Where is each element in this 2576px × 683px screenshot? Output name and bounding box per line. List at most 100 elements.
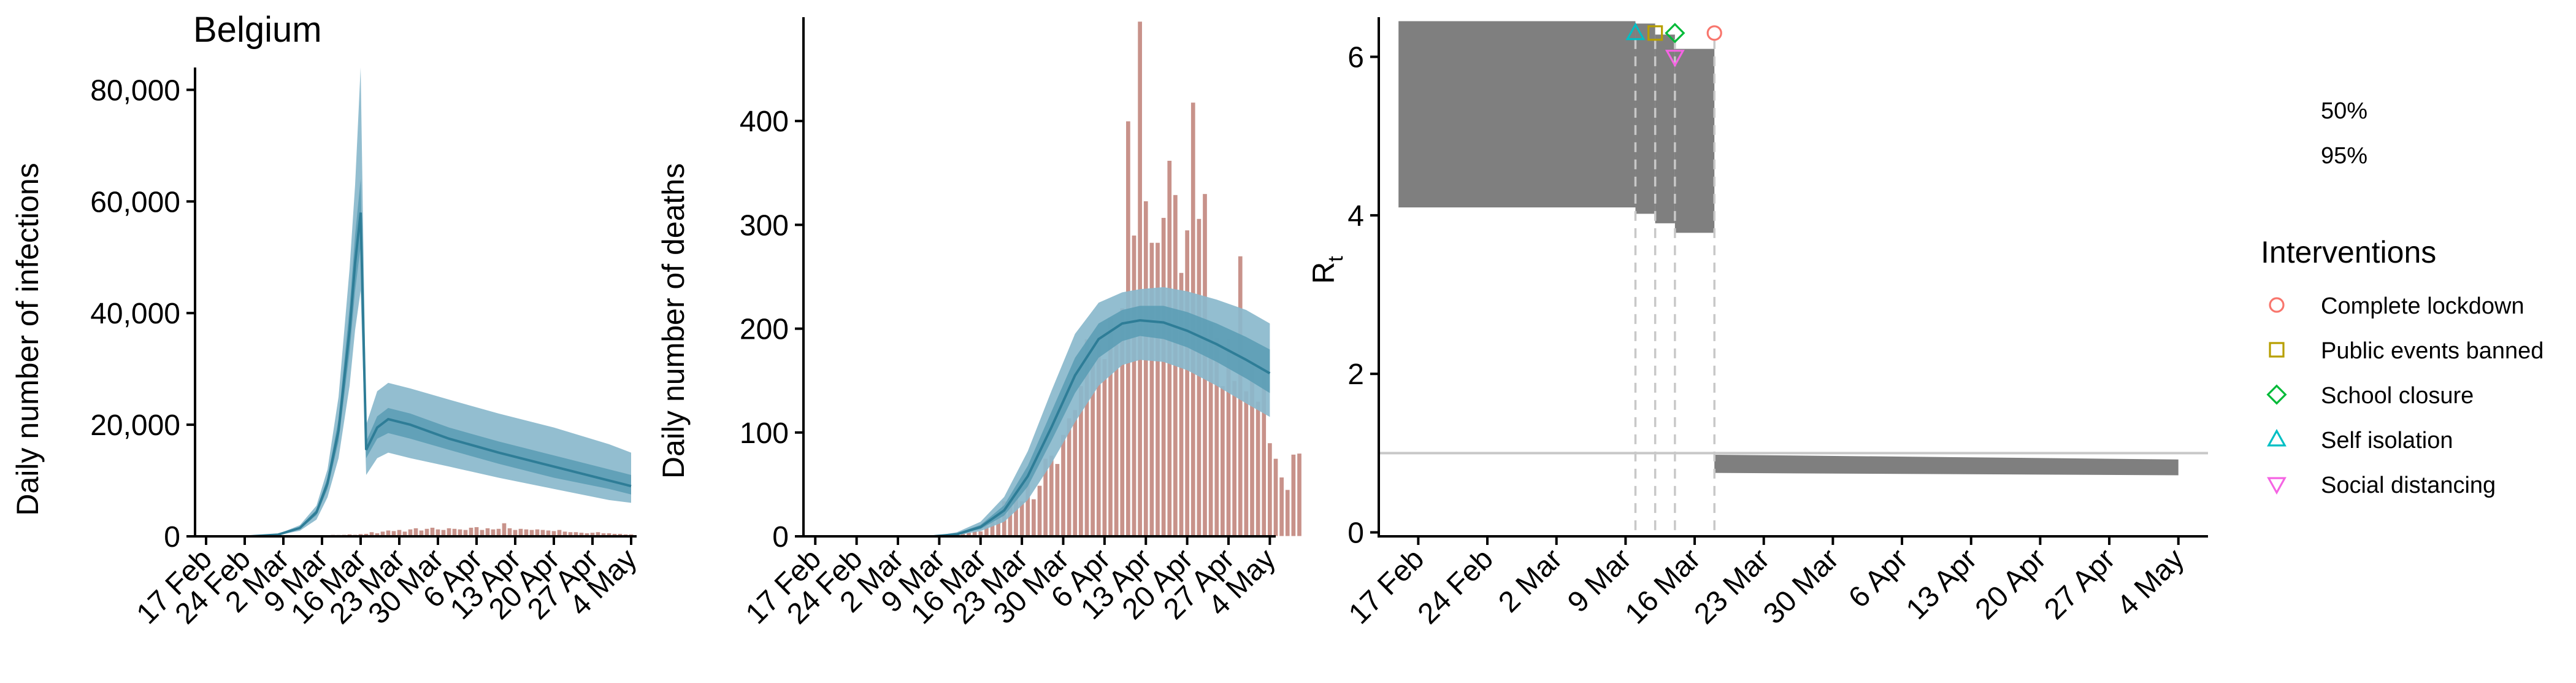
chart-title: Belgium — [193, 10, 322, 50]
legend: 50% 95% Interventions Complete lockdown P… — [2261, 98, 2543, 498]
legend-marker-circle — [2269, 297, 2285, 313]
deaths-band-95 — [803, 287, 1270, 536]
deaths-bar — [1297, 453, 1302, 537]
deaths-bar — [1031, 498, 1037, 537]
rt-x-tick-label: 20 Apr — [1969, 542, 2053, 626]
rt-x-tick-label: 2 Mar — [1492, 542, 1568, 619]
rt-x-tick-label: 4 May — [2111, 542, 2191, 622]
rt-y-tick-label: 2 — [1347, 358, 1364, 391]
deaths-bar — [1160, 217, 1167, 537]
rt-band-segment — [1674, 48, 1715, 233]
rt-y-axis-title-main: R — [1306, 262, 1341, 284]
deaths-bar — [1273, 458, 1279, 537]
deaths-y-tick-label: 400 — [740, 106, 789, 138]
rt-y-tick-label: 6 — [1347, 42, 1364, 74]
infections-y-tick-label: 40,000 — [90, 298, 180, 330]
deaths-bar — [1060, 434, 1066, 537]
deaths-bar — [1284, 489, 1290, 537]
rt-x-tick-label: 24 Feb — [1412, 542, 1500, 630]
legend-marker-square — [2269, 342, 2285, 358]
deaths-bar — [1196, 218, 1202, 537]
rt-intervention-marker — [1665, 50, 1685, 68]
rt-y-tick-label: 4 — [1347, 200, 1364, 233]
deaths-bar — [1143, 200, 1149, 537]
infections-bar — [473, 527, 480, 537]
rt-y-axis-title: Rt — [1306, 256, 1347, 284]
infections-band-95 — [195, 68, 631, 536]
rt-intervention-marker — [1706, 25, 1722, 41]
infections-y-tick-label: 80,000 — [90, 74, 180, 107]
rt-intervention-marker — [1665, 23, 1685, 44]
rt-x-tick-label: 17 Feb — [1343, 542, 1430, 630]
rt-band-segment — [1635, 23, 1655, 214]
rt-y-axis-title-subscript: t — [1324, 256, 1347, 262]
deaths-band-50 — [803, 306, 1270, 536]
deaths-bar — [1220, 385, 1225, 537]
deaths-bar — [1102, 358, 1108, 537]
infections-y-tick-label: 0 — [164, 521, 180, 554]
infections-y-tick-label: 60,000 — [90, 186, 180, 218]
deaths-bar — [1290, 453, 1297, 537]
infections-bar — [468, 527, 474, 537]
deaths-y-tick-label: 300 — [740, 209, 789, 242]
deaths-bar — [1149, 242, 1155, 537]
deaths-bar — [1137, 21, 1143, 537]
deaths-bar — [1155, 242, 1160, 537]
deaths-bar — [1037, 485, 1043, 537]
legend-title: Interventions — [2261, 235, 2436, 269]
deaths-bar — [1184, 230, 1190, 537]
legend-item-label: Self isolation — [2321, 428, 2453, 453]
deaths-bar — [1113, 344, 1119, 537]
legend-band-label-95: 95% — [2321, 143, 2367, 169]
deaths-y-tick-label: 0 — [772, 521, 789, 554]
rt-band-segment — [1655, 34, 1675, 223]
deaths-bar — [1255, 401, 1261, 537]
rt-band-segment — [1714, 454, 2179, 476]
rt-intervention-marker — [1625, 22, 1646, 41]
legend-band-label-50: 50% — [2321, 98, 2367, 124]
infections-bar — [429, 527, 435, 537]
rt-x-tick-label: 16 Mar — [1619, 542, 1707, 630]
legend-item-label: Complete lockdown — [2321, 293, 2524, 319]
infections-y-tick-label: 20,000 — [90, 409, 180, 442]
deaths-bar — [1054, 463, 1060, 537]
rt-y-tick-label: 0 — [1347, 517, 1364, 550]
infections-y-axis-title: Daily number of infections — [10, 163, 45, 515]
deaths-bar — [1267, 442, 1273, 537]
legend-item-label: Public events banned — [2321, 338, 2543, 364]
legend-marker-diamond — [2266, 384, 2287, 405]
deaths-bar — [1243, 390, 1249, 537]
legend-item-label: Social distancing — [2321, 473, 2496, 498]
legend-marker-triangle-down — [2267, 477, 2287, 495]
deaths-bar — [1066, 417, 1072, 537]
infections-bar — [507, 527, 513, 537]
infections-bar — [485, 527, 491, 537]
rt-intervention-marker — [1647, 25, 1663, 41]
legend-marker-triangle-up — [2267, 428, 2287, 447]
deaths-bar — [1072, 409, 1078, 537]
deaths-bar — [1279, 477, 1284, 537]
deaths-y-tick-label: 100 — [740, 417, 789, 450]
deaths-bar — [1131, 234, 1137, 537]
infections-bar — [501, 522, 507, 537]
infections-panel: Belgium Daily number of infections 0 20,0… — [10, 10, 643, 630]
rt-x-tick-label: 27 Apr — [2038, 542, 2122, 626]
deaths-y-axis-title: Daily number of deaths — [656, 163, 691, 479]
infections-median-line — [195, 212, 632, 538]
rt-x-tick-label: 30 Mar — [1757, 542, 1845, 630]
deaths-y-tick-label: 200 — [740, 314, 789, 346]
deaths-median-line — [803, 319, 1271, 538]
deaths-bar — [1048, 455, 1054, 537]
infections-bar — [413, 527, 419, 537]
legend-item-label: School closure — [2321, 383, 2474, 409]
infections-bar — [446, 527, 452, 537]
deaths-bar — [1232, 380, 1237, 537]
legend-items: Complete lockdown Public events banned Sch… — [2266, 293, 2543, 498]
rt-band-segment — [1398, 21, 1636, 207]
